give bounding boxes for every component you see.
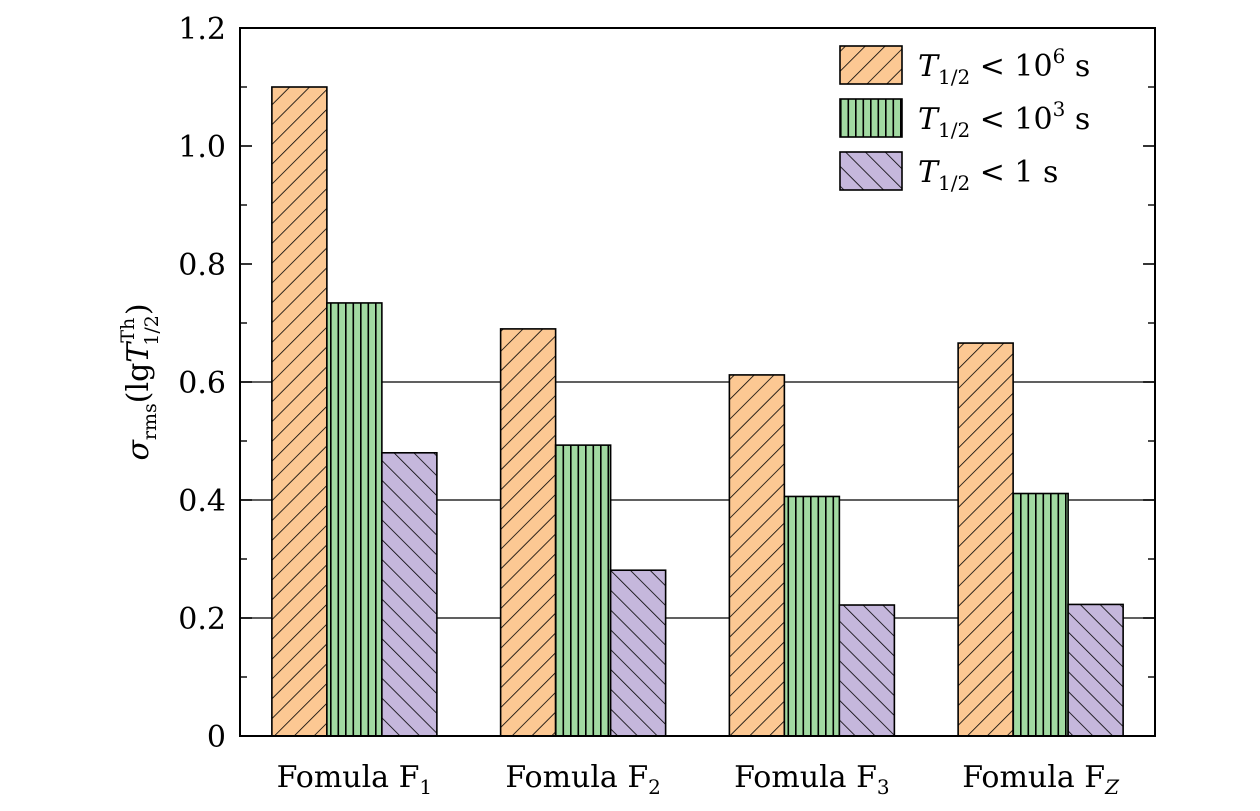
bar-3-series-3 — [838, 604, 896, 737]
y-tick-labels: 0 0.2 0.4 0.6 0.8 1.0 1.2 — [178, 12, 226, 755]
legend-swatch-2 — [839, 98, 903, 138]
y-label-Tsub: 1/2 — [141, 315, 163, 346]
bar-4-series-2 — [1012, 492, 1069, 737]
bar-1-series-2 — [326, 302, 383, 737]
legend-label-2: T1/2 < 103 s — [918, 97, 1090, 142]
bar-1-series-3 — [381, 451, 438, 737]
y-tick-label-4: 0.8 — [178, 248, 226, 283]
y-label-open: (lg — [121, 363, 156, 404]
y-axis-label: σrms(lgTTh 1/2) — [117, 303, 163, 460]
y-tick-label-0: 0 — [207, 720, 226, 755]
x-category-label-2: Fomula F2 — [505, 760, 661, 799]
y-tick-label-6: 1.2 — [178, 12, 226, 47]
x-category-label-4: Fomula FZ — [962, 760, 1120, 799]
y-tick-label-2: 0.4 — [178, 484, 226, 519]
bar-2-series-1 — [499, 328, 557, 737]
legend: T1/2 < 106 s T1/2 < 103 s T1/2 < 1 s — [839, 44, 1090, 195]
bars — [271, 86, 1124, 737]
y-label-close: ) — [121, 303, 156, 315]
bar-1-series-1 — [271, 86, 328, 737]
bar-2-series-3 — [609, 569, 667, 737]
y-tick-label-1: 0.2 — [178, 602, 226, 637]
legend-label-3: T1/2 < 1 s — [918, 155, 1058, 195]
y-tick-label-5: 1.0 — [178, 130, 226, 165]
y-label-sigma: σ — [121, 439, 156, 461]
bar-3-series-2 — [783, 495, 841, 737]
bar-4-series-3 — [1067, 603, 1124, 737]
axis-ticks — [240, 27, 1155, 737]
bar-2-series-2 — [554, 444, 612, 737]
x-category-label-3: Fomula F3 — [734, 760, 890, 799]
y-tick-label-3: 0.6 — [178, 366, 226, 401]
y-label-sup: Th — [117, 318, 139, 343]
legend-swatch-3 — [839, 151, 903, 191]
bar-3-series-1 — [728, 374, 786, 737]
legend-swatch-1 — [839, 45, 903, 85]
y-label-sub: rms — [139, 403, 161, 440]
x-category-label-1: Fomula F1 — [277, 760, 433, 799]
y-label-T: T — [121, 341, 156, 363]
legend-label-1: T1/2 < 106 s — [918, 44, 1090, 89]
bar-4-series-1 — [957, 342, 1014, 737]
x-category-labels: Fomula F1 Fomula F2 Fomula F3 Fomula FZ — [277, 760, 1121, 799]
